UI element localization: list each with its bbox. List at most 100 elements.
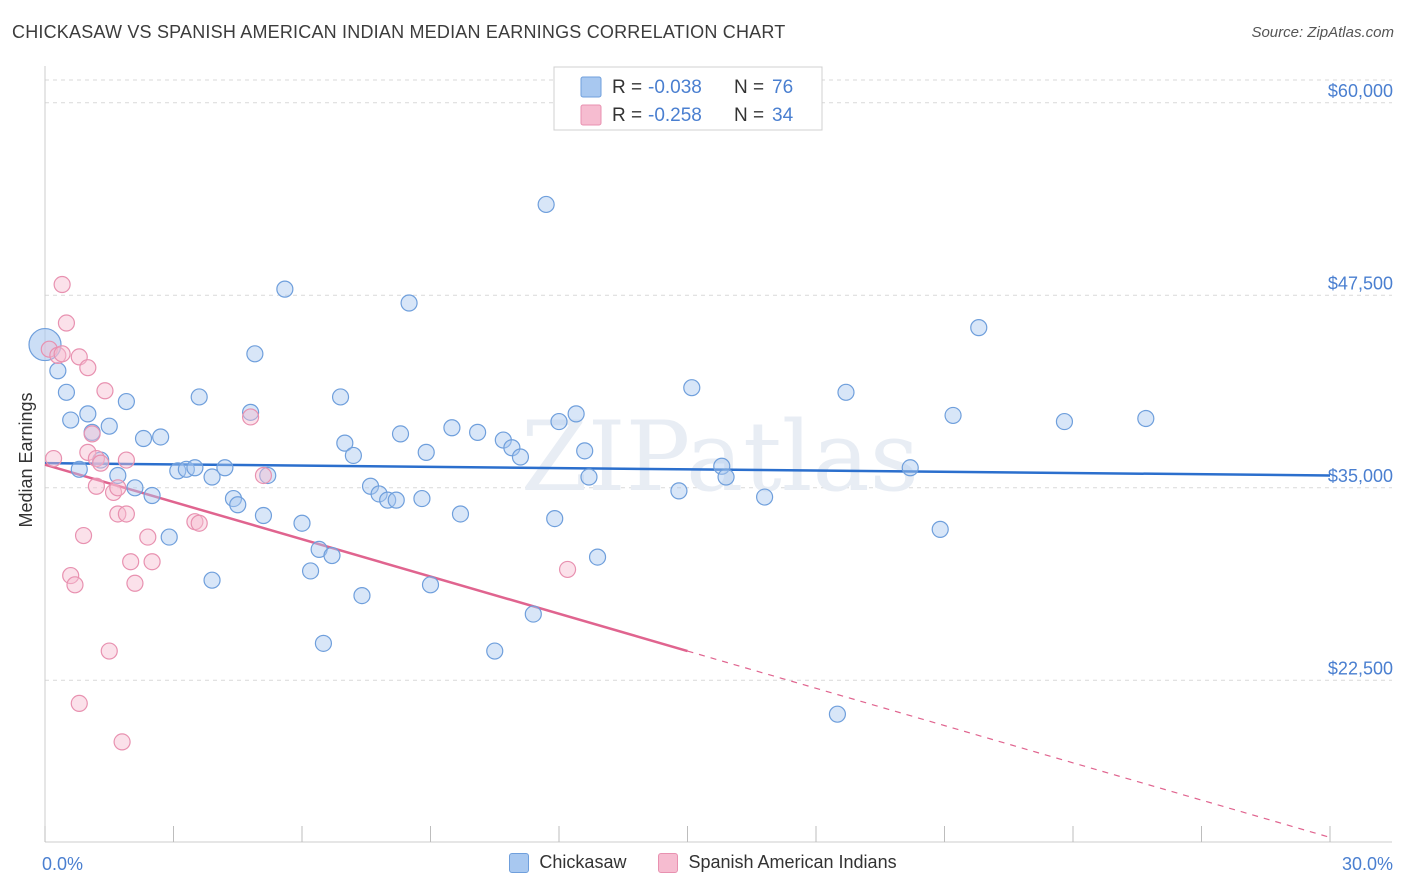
chickasaw-point[interactable] [931, 520, 949, 538]
chickasaw-point[interactable] [576, 442, 594, 460]
spanish-american-indians-point[interactable] [83, 425, 101, 443]
chickasaw-point[interactable] [70, 460, 88, 478]
chickasaw-point[interactable] [353, 586, 371, 605]
chickasaw-point[interactable] [944, 406, 962, 425]
chickasaw-point[interactable] [143, 486, 161, 505]
chickasaw-point[interactable] [203, 571, 221, 589]
chickasaw-point[interactable] [370, 485, 388, 503]
spanish-american-indians-point[interactable] [62, 566, 80, 585]
spanish-american-indians-point[interactable] [254, 466, 273, 485]
chickasaw-point[interactable] [511, 448, 530, 466]
chickasaw-point[interactable] [79, 405, 97, 423]
chickasaw-point[interactable] [1055, 412, 1074, 431]
chickasaw-point[interactable] [28, 327, 62, 362]
spanish-american-indians-point[interactable] [57, 314, 76, 332]
chickasaw-point[interactable] [713, 457, 731, 475]
spanish-american-indians-point[interactable] [92, 454, 110, 472]
chickasaw-point[interactable] [344, 446, 362, 465]
chickasaw-point[interactable] [387, 491, 405, 509]
chickasaw-point[interactable] [524, 605, 542, 623]
chickasaw-point[interactable] [503, 439, 521, 457]
chickasaw-point[interactable] [152, 428, 170, 446]
chickasaw-point[interactable] [717, 468, 735, 486]
chickasaw-point[interactable] [451, 505, 470, 523]
chickasaw-point[interactable] [126, 479, 144, 497]
spanish-american-indians-point[interactable] [70, 694, 88, 713]
chickasaw-point[interactable] [229, 496, 247, 514]
spanish-american-indians-point[interactable] [113, 733, 131, 751]
chickasaw-point[interactable] [169, 462, 187, 480]
chickasaw-point[interactable] [242, 403, 260, 421]
chickasaw-point[interactable] [670, 482, 688, 500]
chickasaw-point[interactable] [57, 383, 76, 401]
chickasaw-point[interactable] [100, 417, 118, 435]
spanish-american-indians-point[interactable] [109, 479, 127, 497]
spanish-american-indians-point[interactable] [53, 345, 71, 363]
spanish-american-indians-point[interactable] [242, 408, 260, 426]
chickasaw-point[interactable] [259, 466, 277, 485]
chickasaw-point[interactable] [400, 294, 418, 312]
chickasaw-point[interactable] [469, 423, 487, 441]
chickasaw-point[interactable] [580, 468, 598, 486]
chickasaw-point[interactable] [186, 459, 204, 477]
chickasaw-point[interactable] [391, 425, 410, 443]
chickasaw-point[interactable] [331, 388, 350, 406]
chickasaw-point[interactable] [537, 195, 555, 214]
chickasaw-point[interactable] [1137, 409, 1155, 428]
chickasaw-point[interactable] [254, 506, 273, 525]
chickasaw-point[interactable] [486, 642, 504, 660]
chickasaw-point[interactable] [828, 705, 847, 723]
chickasaw-point[interactable] [246, 345, 264, 363]
spanish-american-indians-point[interactable] [100, 642, 118, 660]
spanish-american-indians-point[interactable] [96, 382, 114, 400]
chickasaw-point[interactable] [413, 489, 431, 508]
chickasaw-point[interactable] [160, 528, 178, 546]
chickasaw-point[interactable] [301, 562, 320, 580]
chickasaw-point[interactable] [567, 405, 585, 423]
chickasaw-point[interactable] [62, 411, 80, 429]
chickasaw-point[interactable] [336, 434, 354, 452]
chickasaw-point[interactable] [588, 548, 607, 566]
chickasaw-point[interactable] [177, 460, 195, 478]
spanish-american-indians-point[interactable] [126, 574, 144, 592]
spanish-american-indians-point[interactable] [66, 576, 84, 594]
chickasaw-point[interactable] [117, 392, 135, 411]
spanish-american-indians-point[interactable] [87, 477, 106, 495]
chickasaw-point[interactable] [293, 514, 311, 532]
spanish-american-indians-point[interactable] [117, 505, 135, 523]
spanish-american-indians-point[interactable] [79, 443, 97, 461]
chickasaw-point[interactable] [216, 459, 234, 477]
chickasaw-point[interactable] [203, 468, 221, 486]
chickasaw-point[interactable] [314, 634, 333, 652]
chickasaw-point[interactable] [837, 383, 855, 401]
chickasaw-point[interactable] [190, 388, 208, 406]
spanish-american-indians-point[interactable] [74, 526, 93, 545]
spanish-american-indians-point[interactable] [558, 560, 577, 579]
chickasaw-point[interactable] [901, 459, 919, 477]
chickasaw-point[interactable] [546, 509, 564, 528]
legend-item-spanish-american-indians[interactable]: Spanish American Indians [658, 852, 897, 873]
spanish-american-indians-point[interactable] [53, 275, 71, 294]
chickasaw-point[interactable] [134, 429, 153, 448]
chickasaw-point[interactable] [276, 280, 294, 298]
chickasaw-point[interactable] [755, 488, 774, 506]
chickasaw-point[interactable] [683, 379, 701, 397]
spanish-american-indians-point[interactable] [143, 553, 161, 571]
chickasaw-point[interactable] [323, 546, 341, 565]
spanish-american-indians-point[interactable] [44, 449, 63, 468]
chickasaw-point[interactable] [421, 576, 440, 594]
spanish-american-indians-point[interactable] [190, 514, 208, 532]
chickasaw-point[interactable] [443, 419, 461, 437]
spanish-american-indians-point[interactable] [139, 528, 157, 546]
spanish-american-indians-point[interactable] [79, 359, 97, 377]
chickasaw-point[interactable] [550, 412, 568, 431]
spanish-american-indians-point[interactable] [122, 553, 140, 571]
spanish-american-indians-point[interactable] [117, 451, 135, 469]
legend-item-chickasaw[interactable]: Chickasaw [509, 852, 626, 873]
chickasaw-point[interactable] [109, 466, 127, 485]
chickasaw-point[interactable] [417, 443, 435, 461]
chickasaw-point[interactable] [970, 319, 988, 337]
spanish-american-indians-point[interactable] [40, 340, 58, 358]
chickasaw-point[interactable] [49, 362, 67, 380]
stats-legend-swatch [580, 76, 602, 98]
